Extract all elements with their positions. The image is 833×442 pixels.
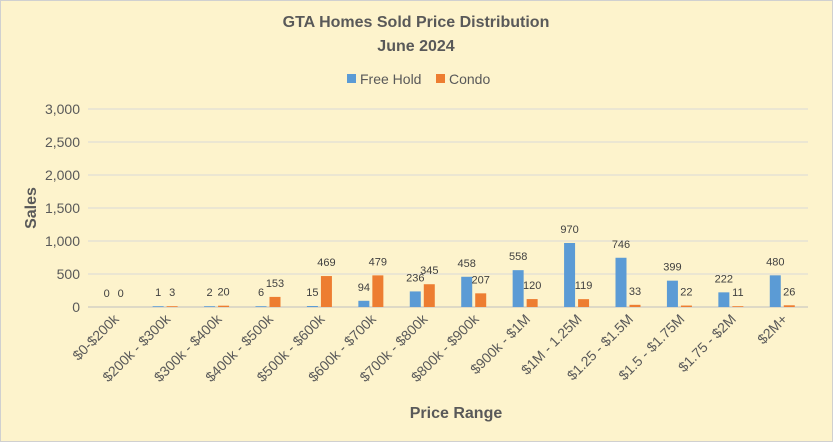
bar-free-hold [666, 280, 678, 307]
bar-free-hold [255, 306, 267, 307]
bar-condo [732, 306, 744, 307]
bar-free-hold [306, 306, 318, 307]
data-label-condo: 3 [169, 287, 175, 299]
data-label-free-hold: 94 [358, 282, 370, 294]
bar-condo [269, 296, 281, 307]
data-label-free-hold: 480 [766, 256, 784, 268]
data-label-condo: 11 [732, 287, 743, 299]
x-axis-ticks: $0-$200k$200k - $300k$300k - $400k$400k … [69, 310, 790, 385]
data-label-condo: 26 [783, 286, 795, 298]
data-label-free-hold: 558 [509, 251, 527, 263]
bars [152, 242, 795, 307]
bar-condo [475, 293, 487, 307]
data-label-free-hold: 222 [715, 273, 733, 285]
data-label-condo: 20 [217, 287, 229, 299]
data-label-free-hold: 970 [560, 224, 578, 236]
y-tick-label: 2,000 [45, 167, 80, 183]
legend-label-condo: Condo [449, 71, 490, 87]
data-label-condo: 345 [420, 265, 438, 277]
bar-free-hold [718, 292, 730, 307]
bar-free-hold [615, 257, 627, 307]
data-label-free-hold: 2 [207, 287, 213, 299]
bar-free-hold [769, 275, 781, 307]
data-label-condo: 33 [629, 286, 641, 298]
y-tick-label: 2,500 [45, 134, 80, 150]
y-tick-label: 500 [57, 266, 81, 282]
x-axis-title: Price Range [410, 405, 503, 422]
y-axis-title: Sales [23, 187, 40, 229]
y-tick-label: 3,000 [45, 101, 80, 117]
data-label-condo: 469 [317, 257, 335, 269]
chart-subtitle: June 2024 [377, 38, 454, 55]
bar-condo [783, 305, 795, 307]
x-tick-label: $2M+ [754, 311, 790, 347]
data-label-free-hold: 6 [258, 287, 264, 299]
y-tick-label: 1,500 [45, 200, 80, 216]
legend-swatch-free-hold [347, 74, 356, 83]
data-label-free-hold: 458 [458, 258, 476, 270]
bar-condo [680, 305, 692, 307]
bar-free-hold [564, 242, 576, 307]
bar-condo [578, 299, 590, 307]
chart-title: GTA Homes Sold Price Distribution [283, 14, 550, 31]
bar-condo [166, 306, 178, 307]
legend-swatch-condo [436, 74, 445, 83]
gridlines [88, 108, 808, 308]
data-label-condo: 479 [369, 256, 387, 268]
bar-free-hold [358, 300, 370, 307]
data-label-condo: 153 [266, 278, 284, 290]
legend: Free Hold Condo [347, 71, 490, 87]
bar-free-hold [409, 291, 421, 307]
data-label-condo: 207 [472, 274, 490, 286]
data-label-free-hold: 236 [406, 272, 424, 284]
bar-condo [218, 305, 230, 307]
data-label-condo: 120 [523, 280, 541, 292]
data-label-free-hold: 0 [104, 288, 110, 300]
data-label-free-hold: 1 [155, 287, 161, 299]
data-label-condo: 0 [118, 288, 124, 300]
data-label-condo: 22 [680, 287, 692, 299]
data-label-free-hold: 746 [612, 239, 630, 251]
bar-free-hold [461, 276, 473, 307]
bar-free-hold [204, 306, 216, 307]
bar-condo [423, 284, 435, 307]
y-tick-label: 0 [72, 299, 80, 315]
y-tick-label: 1,000 [45, 233, 80, 249]
bar-free-hold [152, 306, 164, 307]
bar-condo [372, 275, 384, 307]
data-label-condo: 119 [575, 280, 593, 292]
legend-label-free-hold: Free Hold [360, 71, 421, 87]
bar-free-hold [512, 270, 524, 307]
bar-condo [526, 299, 538, 307]
data-label-free-hold: 399 [663, 262, 681, 274]
data-label-free-hold: 15 [306, 287, 318, 299]
x-tick-label: $0-$200k [69, 310, 122, 363]
bar-condo [320, 276, 332, 307]
bar-condo [629, 304, 641, 307]
y-axis-ticks: 0 500 1,000 1,500 2,000 2,500 3,000 [45, 101, 80, 315]
